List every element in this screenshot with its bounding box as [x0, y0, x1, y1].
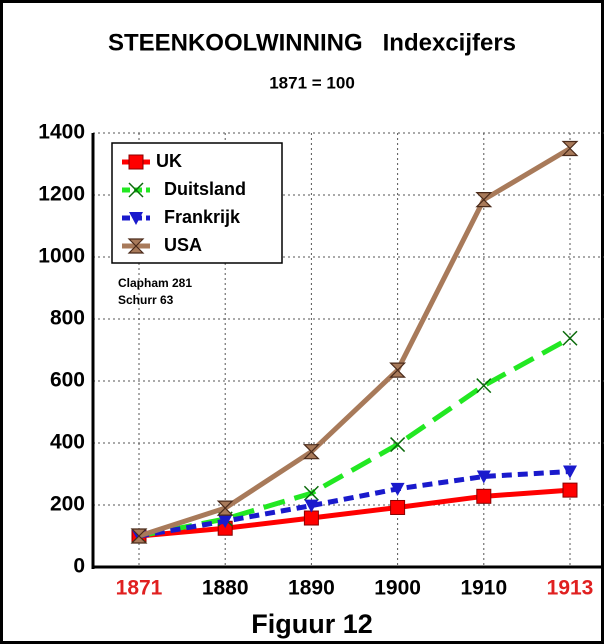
marker	[389, 362, 407, 378]
marker	[562, 330, 578, 346]
y-tick-label: 600	[50, 369, 85, 392]
marker	[476, 488, 492, 504]
marker	[390, 482, 405, 496]
marker	[129, 212, 143, 225]
y-tick-label: 0	[73, 555, 85, 578]
marker	[127, 238, 145, 254]
chart-title: STEENKOOLWINNING Indexcijfers	[108, 29, 516, 56]
marker	[475, 192, 493, 208]
marker	[302, 444, 320, 460]
marker	[303, 485, 319, 501]
x-tick-label: 1880	[202, 577, 249, 600]
marker	[563, 465, 577, 479]
x-tick-label: 1900	[374, 577, 421, 600]
marker	[390, 499, 406, 515]
marker	[130, 528, 148, 544]
legend-label: USA	[164, 235, 202, 255]
x-tick-label: 1913	[547, 577, 594, 600]
marker	[561, 140, 579, 157]
x-tick-label: 1890	[288, 577, 335, 600]
marker	[128, 182, 144, 198]
annotation: Schurr 63	[118, 293, 174, 307]
annotation: Clapham 281	[118, 276, 192, 290]
marker	[303, 510, 319, 526]
x-tick-label: 1910	[460, 577, 507, 600]
y-tick-label: 1400	[38, 121, 85, 144]
series-line	[138, 146, 572, 539]
legend-label: Duitsland	[164, 179, 246, 199]
marker	[128, 154, 144, 170]
legend-label: Frankrijk	[164, 207, 241, 227]
x-tick-label: 1871	[116, 577, 163, 600]
caption: Figuur 12	[251, 609, 373, 639]
y-tick-label: 200	[50, 493, 85, 516]
y-tick-label: 800	[50, 307, 85, 330]
series-line	[138, 469, 571, 539]
marker	[476, 470, 491, 484]
chart-subtitle: 1871 = 100	[269, 73, 355, 92]
marker	[216, 500, 234, 516]
marker	[304, 499, 319, 513]
legend-label: UK	[156, 151, 182, 171]
y-tick-label: 1200	[38, 183, 85, 206]
marker	[476, 378, 492, 394]
marker	[218, 515, 233, 529]
marker	[562, 482, 578, 498]
y-tick-label: 400	[50, 431, 85, 454]
series-line	[138, 487, 571, 539]
y-tick-label: 1000	[38, 245, 85, 268]
marker	[390, 437, 406, 453]
